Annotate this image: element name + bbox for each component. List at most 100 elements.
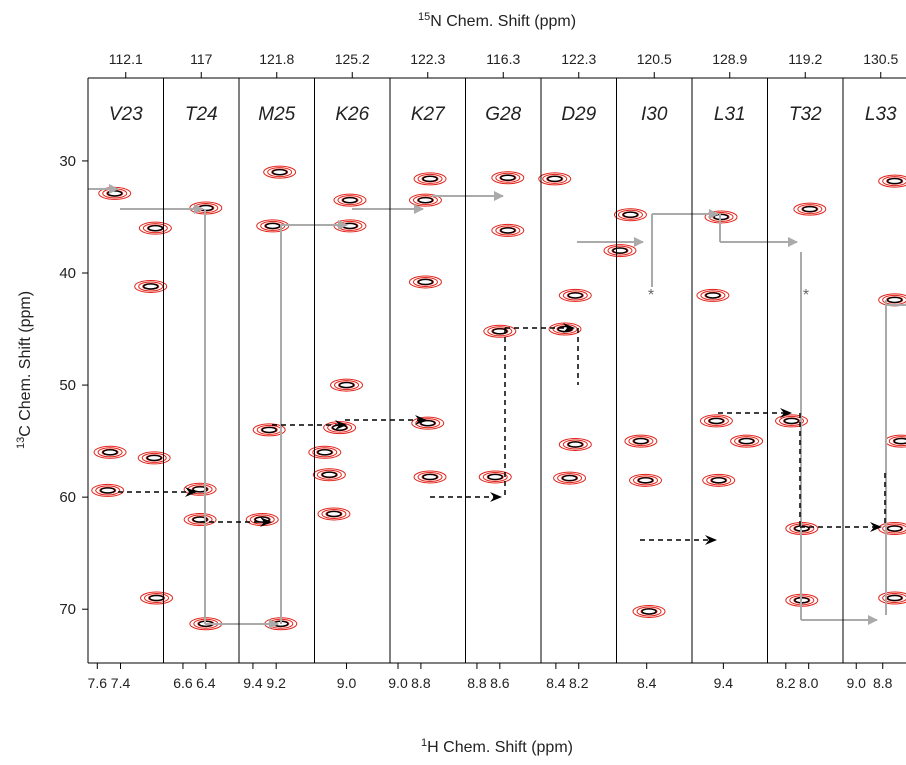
contour-ring bbox=[699, 414, 733, 428]
peak bbox=[553, 471, 587, 485]
contour-center bbox=[641, 608, 657, 615]
contour-center bbox=[783, 417, 800, 425]
x-tick-label: 8.8 bbox=[873, 675, 893, 691]
n15-label: 125.2 bbox=[335, 51, 370, 67]
peak bbox=[478, 470, 512, 484]
contour-ring bbox=[138, 281, 164, 292]
contour-center bbox=[321, 471, 338, 478]
contour-ring bbox=[491, 223, 525, 237]
contour-ring bbox=[542, 173, 568, 184]
contour-center bbox=[886, 296, 903, 304]
contour-ring bbox=[183, 513, 217, 527]
y-tick-label: 60 bbox=[59, 489, 76, 506]
contour-ring bbox=[487, 326, 513, 337]
contour-center bbox=[148, 594, 165, 602]
contour-ring bbox=[140, 591, 174, 605]
peak bbox=[483, 324, 517, 338]
peak bbox=[548, 322, 582, 336]
peak bbox=[878, 591, 906, 605]
peak bbox=[91, 483, 125, 497]
residue-label: T24 bbox=[185, 104, 218, 125]
contour-ring bbox=[495, 225, 521, 236]
n15-label: 112.1 bbox=[109, 51, 143, 67]
peak bbox=[538, 172, 572, 186]
contour-center bbox=[567, 292, 584, 299]
contour-ring bbox=[636, 606, 662, 617]
contour-ring bbox=[321, 508, 347, 519]
peak bbox=[413, 470, 447, 484]
contour-ring bbox=[412, 276, 438, 287]
n15-label: 130.5 bbox=[863, 51, 898, 67]
contour-ring bbox=[334, 380, 360, 391]
contour-center bbox=[264, 222, 281, 230]
contour-center bbox=[622, 211, 639, 218]
contour-ring bbox=[417, 173, 443, 184]
x-axis-title: 1H Chem. Shift (ppm) bbox=[421, 737, 573, 756]
residue-label: L33 bbox=[865, 104, 897, 125]
contour-ring bbox=[263, 165, 297, 179]
contour-center bbox=[331, 424, 348, 431]
peak bbox=[603, 244, 637, 258]
contour-ring bbox=[333, 193, 367, 207]
peak bbox=[629, 473, 663, 487]
contour-center bbox=[893, 437, 906, 445]
contour-center bbox=[422, 473, 438, 481]
x-tick-label: 9.0 bbox=[388, 675, 408, 691]
peak bbox=[730, 434, 764, 448]
contour-ring bbox=[734, 436, 760, 447]
peak bbox=[408, 193, 442, 207]
residue-label: M25 bbox=[258, 104, 295, 125]
peak bbox=[140, 591, 174, 605]
x-tick-label: 8.4 bbox=[546, 675, 566, 691]
contour-center bbox=[143, 283, 159, 290]
label: H Chem. Shift (ppm) bbox=[427, 739, 573, 756]
contour-center bbox=[886, 525, 903, 532]
contour-center bbox=[271, 168, 288, 176]
peak bbox=[624, 434, 658, 448]
dashed-connectors bbox=[118, 323, 886, 545]
peak bbox=[704, 210, 738, 224]
peak bbox=[491, 171, 525, 185]
contour-ring bbox=[91, 483, 125, 497]
peak bbox=[632, 604, 666, 618]
contour-ring bbox=[267, 167, 293, 178]
contour-ring bbox=[142, 223, 168, 234]
contour-ring bbox=[629, 473, 663, 487]
contour-ring bbox=[607, 245, 633, 256]
x-tick-label: 7.6 bbox=[88, 675, 108, 691]
x-tick-label: 8.2 bbox=[569, 675, 589, 691]
y-tick-label: 30 bbox=[59, 153, 76, 170]
y-axis-title: 13C Chem. Shift (ppm) bbox=[15, 291, 34, 449]
contour-ring bbox=[330, 378, 364, 392]
contour-ring bbox=[97, 447, 123, 458]
contour-ring bbox=[308, 445, 342, 459]
contour-center bbox=[417, 278, 434, 286]
contour-ring bbox=[95, 485, 121, 496]
contour-ring bbox=[312, 447, 338, 458]
n15-label: 122.3 bbox=[561, 51, 596, 67]
contour-ring bbox=[495, 172, 521, 183]
contour-ring bbox=[144, 593, 170, 603]
contour-center bbox=[561, 474, 578, 482]
contour-ring bbox=[558, 437, 592, 451]
contour-ring bbox=[141, 452, 167, 463]
peak bbox=[330, 378, 364, 392]
contour-center bbox=[738, 437, 755, 445]
contour-ring bbox=[413, 470, 447, 484]
contour-ring bbox=[553, 471, 587, 485]
contour-center bbox=[886, 177, 903, 185]
residue-label: I30 bbox=[641, 104, 668, 125]
contour-ring bbox=[730, 434, 764, 448]
n15-label: 128.9 bbox=[712, 51, 747, 67]
n15-label: 119.2 bbox=[788, 51, 822, 67]
contour-center bbox=[492, 328, 508, 335]
contour-ring bbox=[337, 195, 363, 206]
contour-center bbox=[567, 441, 584, 448]
x-tick-label: 9.4 bbox=[243, 675, 263, 691]
x-tick-label: 8.2 bbox=[776, 675, 796, 691]
contour-ring bbox=[882, 176, 906, 187]
residue-label: T32 bbox=[789, 104, 822, 125]
contour-ring bbox=[557, 473, 583, 484]
contour-center bbox=[708, 417, 725, 425]
